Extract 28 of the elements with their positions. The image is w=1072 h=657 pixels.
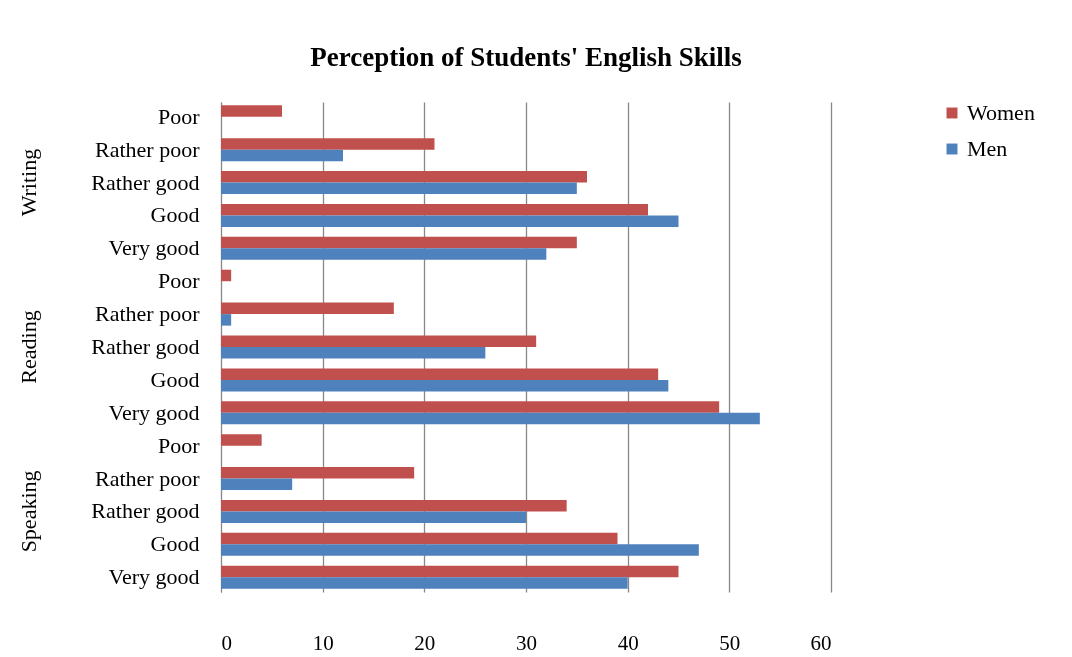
legend-label: Women xyxy=(967,100,1035,125)
x-tick-label: 0 xyxy=(221,630,232,655)
y-tick-label: Good xyxy=(150,366,200,392)
y-tick-label: Very good xyxy=(108,564,200,590)
y-tick-label: Poor xyxy=(157,103,201,129)
text: Reading xyxy=(16,310,41,384)
y-tick-label: Good xyxy=(150,202,200,228)
y-tick-label: Rather good xyxy=(91,498,200,524)
x-tick-label: 30 xyxy=(516,630,537,655)
chart-title: Perception of Students' English Skills xyxy=(310,42,742,72)
y-tick-label: Rather poor xyxy=(95,301,201,327)
y-tick-label: Rather poor xyxy=(95,465,201,491)
x-tick-label: 20 xyxy=(414,630,436,655)
y-tick-label: Rather poor xyxy=(95,136,201,162)
text: Speaking xyxy=(16,470,41,553)
y-tick-label: Good xyxy=(150,531,200,557)
x-tick-label: 50 xyxy=(719,630,741,655)
y-tick-label: Rather good xyxy=(91,169,200,195)
y-tick-label: Poor xyxy=(157,432,201,458)
y-tick-label: Rather good xyxy=(91,334,200,359)
legend-label: Men xyxy=(967,136,1008,161)
y-tick-label: Poor xyxy=(157,268,201,294)
x-tick-label: 40 xyxy=(617,630,639,655)
y-tick-label: Very good xyxy=(108,235,200,261)
x-tick-label: 60 xyxy=(810,630,832,655)
y-tick-label: Very good xyxy=(108,399,200,425)
x-tick-label: 10 xyxy=(312,630,334,655)
text: Writing xyxy=(16,148,41,217)
